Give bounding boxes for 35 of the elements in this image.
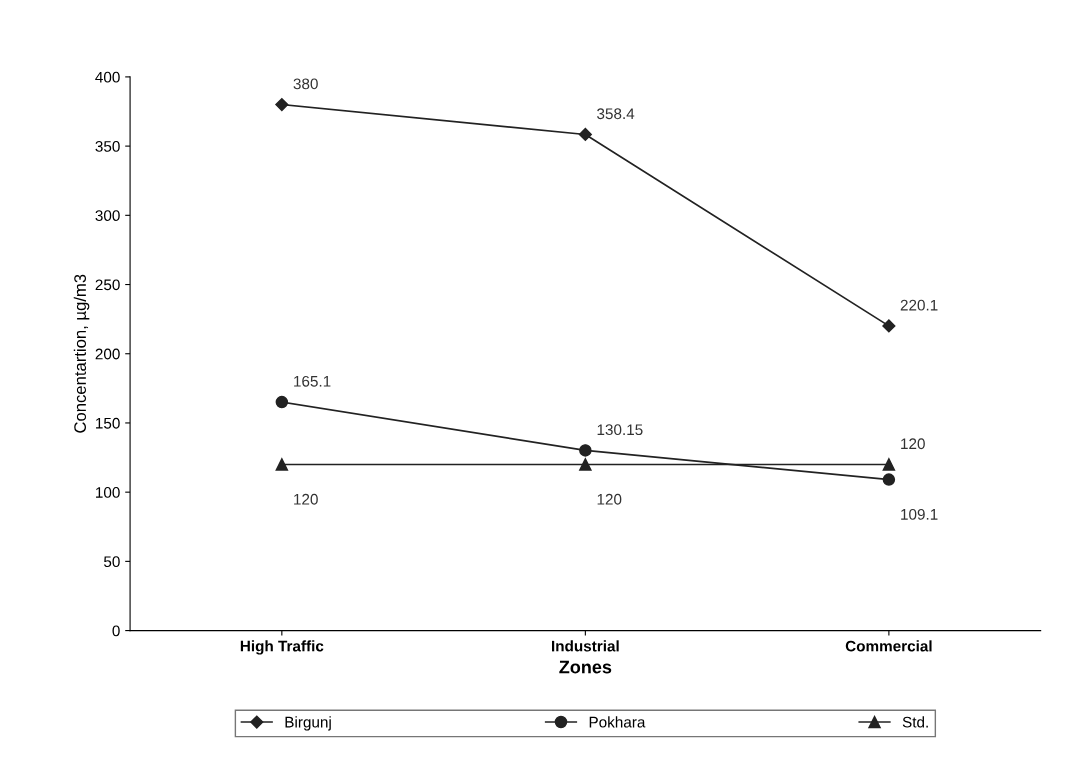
legend-label: Pokhara [589, 716, 646, 728]
data-label: 380 [293, 78, 318, 90]
point [275, 97, 289, 112]
point [578, 127, 592, 142]
y-axis-title: Concentartion, µg/m3 [73, 274, 90, 433]
point [882, 473, 896, 486]
y-tick-label: 100 [96, 487, 120, 498]
data-label: 120 [901, 438, 925, 450]
point [579, 444, 592, 457]
data-label: 120 [294, 493, 318, 505]
y-tick-label: 250 [95, 279, 120, 291]
point [882, 319, 896, 333]
y-tick-label: 0 [112, 625, 120, 637]
point [882, 458, 896, 471]
y-tick-label: 200 [95, 348, 120, 360]
data-label: 130.15 [597, 424, 643, 436]
y-tick-label: 400 [95, 71, 120, 83]
data-label: 358.4 [597, 108, 635, 120]
y-tick-label: 350 [95, 140, 120, 152]
data-label: 165.1 [294, 375, 331, 387]
point [579, 458, 592, 471]
data-label: 109.1 [901, 508, 938, 520]
point [275, 458, 289, 471]
x-tick-label: Industrial [552, 640, 619, 652]
y-tick-label: 150 [96, 417, 120, 429]
data-label: 120 [597, 493, 622, 505]
x-tick-label: Commercial [845, 640, 932, 652]
x-tick-label: High Traffic [240, 640, 324, 655]
data-label: 220.1 [900, 299, 938, 311]
legend-label: Std. [902, 716, 928, 728]
y-tick-label: 300 [95, 210, 120, 222]
x-axis-title: Zones [559, 660, 612, 674]
y-tick-label: 50 [103, 556, 120, 568]
point [275, 395, 289, 409]
legend-label: Birgunj [285, 716, 331, 731]
